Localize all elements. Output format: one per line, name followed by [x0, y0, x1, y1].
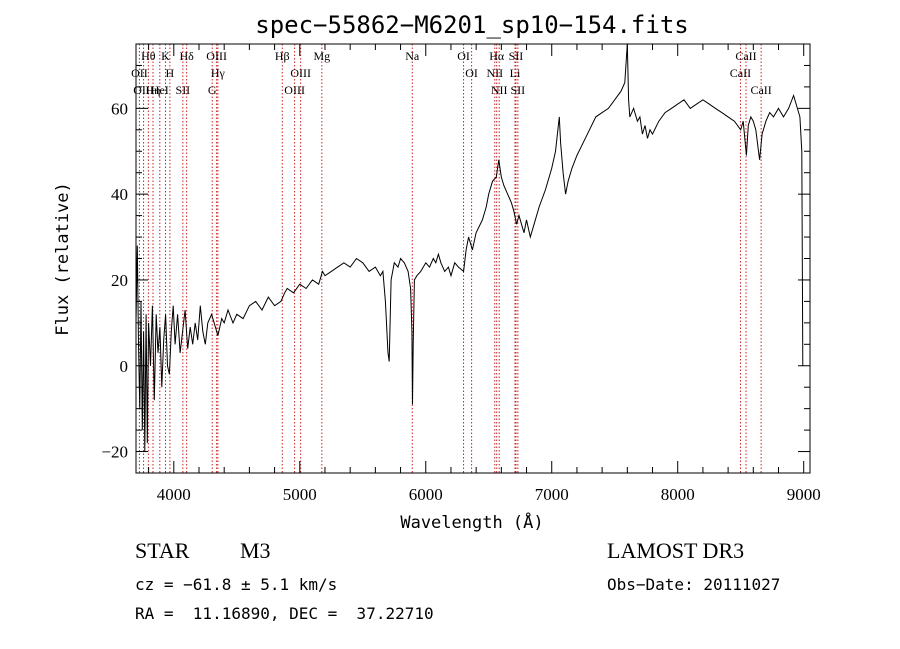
- emission-line-markers: [138, 44, 762, 473]
- line-label-21: NII: [491, 83, 508, 97]
- axis-tick-labels: 4000 5000 6000 7000 8000 9000 −20 0 20 40 60: [101, 99, 820, 504]
- spectrum-chart: spec−55862−M6201_sp10−154.fits Hθ OII OIII…: [53, 11, 821, 533]
- spectrum-trace: [135, 43, 804, 452]
- line-label-16: Na: [405, 49, 420, 63]
- y-axis-label: Flux (relative): [53, 182, 73, 336]
- x-tick-label-4: 8000: [661, 485, 695, 504]
- x-axis-label: Wavelength (Å): [400, 511, 543, 533]
- emission-line-labels: HθOIIOIIIHηHeIKHHδSIIOIIIHγGHβOIIIOIIIMg…: [131, 49, 772, 97]
- x-tick-label-3: 7000: [535, 485, 569, 504]
- object-subclass: M3: [240, 538, 271, 563]
- line-label-1: OII: [131, 66, 148, 80]
- y-tick-label-2: 20: [111, 271, 128, 290]
- line-label-23: Li: [510, 66, 521, 80]
- line-label-17: OI: [457, 49, 470, 63]
- line-label-10: Hγ: [211, 66, 226, 80]
- x-tick-label-1: 5000: [283, 485, 317, 504]
- object-class: STAR: [135, 538, 190, 563]
- line-label-24: SII: [511, 83, 526, 97]
- line-label-26: CaII: [730, 66, 751, 80]
- line-label-22: SII: [509, 49, 524, 63]
- y-tick-label-3: 40: [111, 185, 128, 204]
- plot-frame: [135, 43, 811, 474]
- line-label-0: Hθ: [141, 49, 156, 63]
- line-label-12: Hβ: [275, 49, 290, 63]
- x-tick-label-2: 6000: [409, 485, 443, 504]
- y-tick-label-0: −20: [101, 443, 128, 462]
- line-label-18: OI: [465, 66, 478, 80]
- observation-date: Obs−Date: 20111027: [607, 575, 781, 594]
- line-label-19: Hα: [489, 49, 505, 63]
- y-tick-label-1: 0: [120, 357, 129, 376]
- line-label-8: SII: [176, 83, 191, 97]
- line-label-3: Hη: [146, 83, 161, 97]
- line-label-11: G: [208, 83, 217, 97]
- line-label-6: H: [166, 66, 175, 80]
- line-label-15: Mg: [313, 49, 330, 63]
- ra-dec-coordinates: RA = 11.16890, DEC = 37.22710: [135, 604, 434, 623]
- line-label-27: CaII: [750, 83, 771, 97]
- x-tick-label-0: 4000: [157, 485, 191, 504]
- line-label-4: HeI: [151, 83, 169, 97]
- line-label-7: Hδ: [179, 49, 194, 63]
- line-label-25: CaII: [735, 49, 756, 63]
- line-label-13: OIII: [290, 66, 311, 80]
- chart-title: spec−55862−M6201_sp10−154.fits: [255, 11, 688, 39]
- line-label-5: K: [161, 49, 170, 63]
- axis-ticks: [136, 43, 810, 474]
- line-label-20: NII: [486, 66, 503, 80]
- y-tick-label-4: 60: [111, 99, 128, 118]
- survey-name: LAMOST DR3: [607, 538, 745, 563]
- x-tick-label-5: 9000: [787, 485, 821, 504]
- line-label-14: OIII: [284, 83, 305, 97]
- line-label-9: OIII: [206, 49, 227, 63]
- redshift-velocity: cz = −61.8 ± 5.1 km/s: [135, 575, 338, 594]
